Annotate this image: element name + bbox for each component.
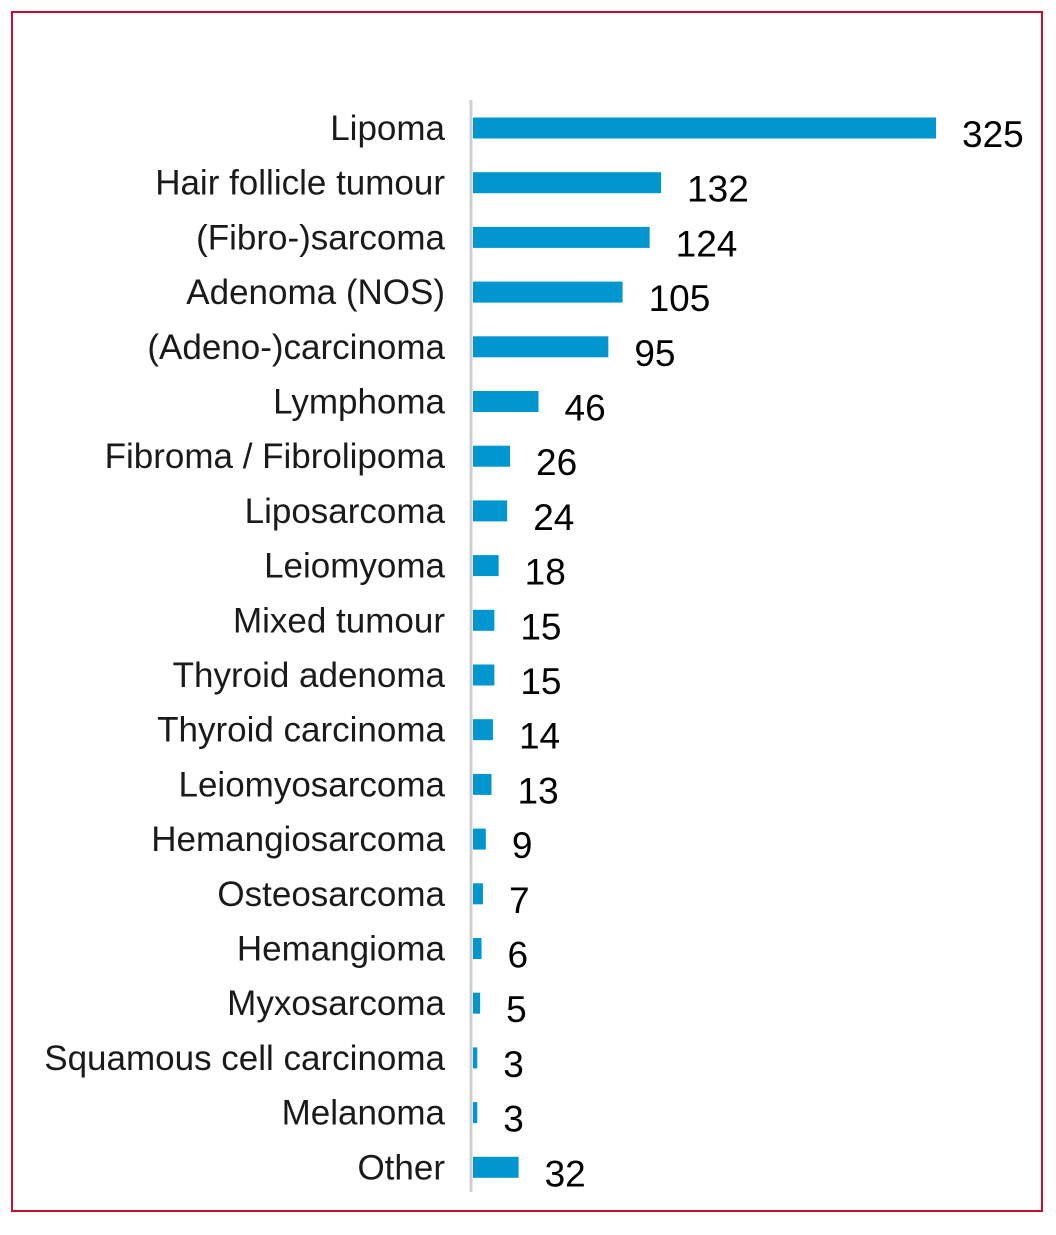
value-label: 18 <box>525 552 566 593</box>
category-label: Osteosarcoma <box>217 875 445 914</box>
category-label: Liposarcoma <box>245 492 446 531</box>
value-label: 132 <box>687 169 749 210</box>
bar <box>473 664 495 686</box>
category-label: Lipoma <box>330 109 445 148</box>
category-label: Leiomyoma <box>264 547 445 586</box>
value-label: 32 <box>545 1153 586 1194</box>
bar <box>473 500 508 522</box>
bar <box>473 992 481 1014</box>
value-label: 26 <box>536 442 577 483</box>
category-label: Melanoma <box>282 1094 446 1133</box>
value-label: 124 <box>676 223 738 264</box>
bar <box>473 719 493 741</box>
bar <box>473 883 483 905</box>
bar <box>473 391 539 412</box>
category-label: (Fibro-)sarcoma <box>196 218 445 257</box>
category-label: Mixed tumour <box>233 601 445 640</box>
category-label: Thyroid adenoma <box>173 656 446 695</box>
value-label: 5 <box>506 989 527 1030</box>
bar <box>473 281 623 303</box>
bar <box>473 938 482 959</box>
value-label: 46 <box>565 388 606 429</box>
category-label: Hemangioma <box>237 930 446 969</box>
chart-frame <box>11 11 1043 1212</box>
category-label: Hemangiosarcoma <box>151 820 445 859</box>
value-label: 13 <box>518 770 559 811</box>
bar <box>473 609 495 631</box>
category-label: Leiomyosarcoma <box>179 765 446 804</box>
bar <box>473 1102 478 1124</box>
bar <box>473 828 486 850</box>
category-label: Fibroma / Fibrolipoma <box>105 437 446 476</box>
category-label: Squamous cell carcinoma <box>44 1039 445 1078</box>
value-label: 6 <box>508 935 529 976</box>
value-label: 14 <box>519 716 560 757</box>
value-label: 7 <box>509 880 530 921</box>
bar <box>473 336 609 358</box>
bar <box>473 445 511 467</box>
category-label: Other <box>357 1148 445 1187</box>
category-label: Thyroid carcinoma <box>157 711 445 750</box>
value-label: 24 <box>533 497 574 538</box>
value-label: 9 <box>512 825 533 866</box>
bar <box>473 172 662 194</box>
bar <box>473 773 492 795</box>
category-label: Hair follicle tumour <box>155 164 445 203</box>
value-label: 325 <box>962 114 1024 155</box>
value-label: 105 <box>649 278 711 319</box>
bar <box>473 555 499 577</box>
value-label: 15 <box>520 606 561 647</box>
bar <box>473 1047 478 1069</box>
bar <box>473 117 936 139</box>
category-label: Lymphoma <box>273 383 445 422</box>
value-label: 3 <box>503 1044 524 1085</box>
category-label: (Adeno-)carcinoma <box>147 328 445 367</box>
value-label: 3 <box>503 1099 524 1140</box>
category-label: Adenoma (NOS) <box>186 273 445 312</box>
bar <box>473 1156 519 1178</box>
value-label: 95 <box>634 333 675 374</box>
category-label: Myxosarcoma <box>227 984 445 1023</box>
value-label: 15 <box>520 661 561 702</box>
bar <box>473 226 650 248</box>
